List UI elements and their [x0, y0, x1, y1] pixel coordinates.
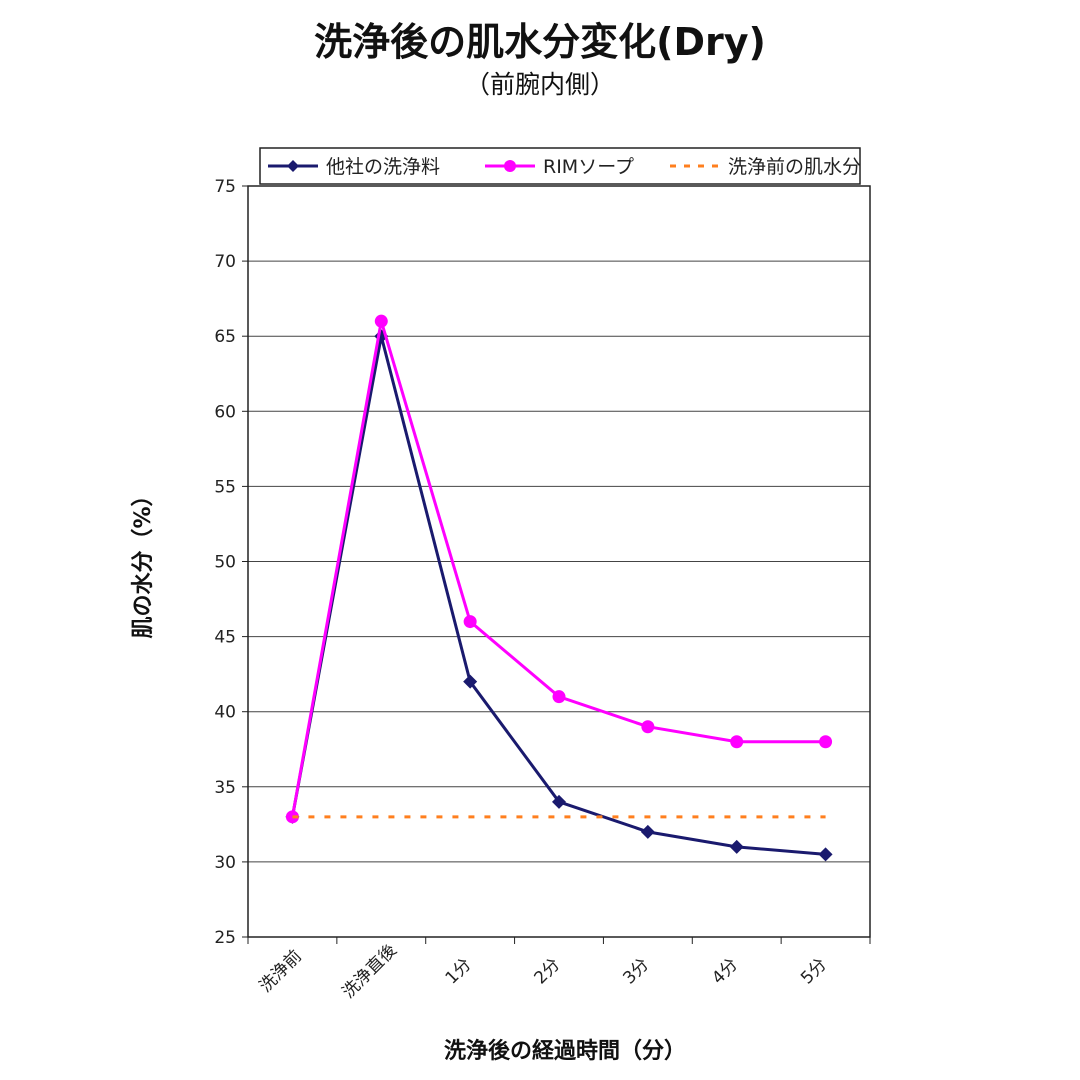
series-line: [290, 320, 826, 818]
y-tick-label: 50: [214, 553, 236, 573]
data-point: [729, 839, 744, 854]
legend-marker: [504, 160, 516, 172]
data-point: [374, 314, 388, 328]
data-point: [640, 824, 655, 839]
x-tick-label: 洗浄直後: [339, 940, 401, 1002]
legend: 他社の洗浄料 RIMソープ 洗浄前の肌水分: [259, 147, 861, 185]
x-tick-label: 洗浄前: [256, 946, 306, 996]
legend-box: [259, 147, 861, 185]
legend-label: 洗浄前の肌水分: [728, 156, 861, 178]
y-tick-label: 65: [214, 327, 236, 347]
series-group: [285, 314, 833, 862]
legend-item: 洗浄前の肌水分: [670, 156, 861, 178]
data-point: [818, 847, 833, 862]
legend-marker: [287, 160, 299, 172]
y-tick-label: 60: [214, 402, 236, 422]
data-point: [552, 794, 566, 809]
x-tick-label: 3分: [619, 955, 653, 989]
legend-label: RIMソープ: [543, 156, 634, 178]
y-tick-label: 30: [214, 853, 236, 873]
y-tick-label: 35: [214, 778, 236, 798]
data-point: [463, 615, 477, 629]
y-axis-label: 肌の水分（%）: [131, 484, 156, 638]
data-point: [463, 674, 478, 689]
x-axis-ticks: 洗浄前 洗浄直後 1分 2分 3分 4分 5分: [247, 937, 871, 1003]
x-tick-label: 4分: [708, 955, 742, 989]
x-tick-label: 5分: [797, 955, 831, 989]
gridlines: [248, 260, 870, 863]
x-tick-label: 2分: [531, 955, 565, 989]
y-tick-label: 55: [214, 477, 236, 497]
chart-title: 洗浄後の肌水分変化(Dry): [314, 20, 766, 64]
y-tick-label: 45: [214, 628, 236, 648]
y-axis-ticks: 25 30 35 40 45 50 55 60 65 70 75: [214, 177, 248, 948]
data-point: [552, 690, 566, 704]
chart-subtitle: （前腕内側）: [465, 70, 615, 99]
y-tick-label: 40: [214, 703, 236, 723]
data-point: [730, 735, 744, 749]
data-point: [819, 735, 833, 749]
x-tick-label: 1分: [442, 955, 476, 989]
legend-item: 他社の洗浄料: [268, 156, 440, 178]
legend-item: RIMソープ: [485, 156, 634, 178]
series-1: [285, 314, 833, 824]
data-point: [641, 720, 655, 734]
series-line: [290, 335, 826, 856]
x-axis-label: 洗浄後の経過時間（分）: [444, 1038, 686, 1064]
y-tick-label: 25: [214, 928, 236, 948]
y-tick-label: 75: [214, 177, 236, 197]
legend-label: 他社の洗浄料: [326, 156, 440, 178]
series-0: [285, 329, 833, 862]
y-tick-label: 70: [214, 252, 236, 272]
